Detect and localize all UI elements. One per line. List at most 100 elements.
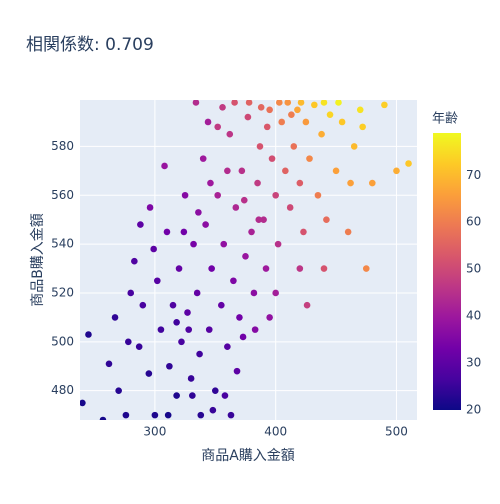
point [220,240,228,248]
point [207,179,214,187]
point [214,191,221,199]
point [256,143,264,150]
point [205,326,213,333]
point [99,416,107,420]
point [260,216,267,223]
point [278,118,286,126]
point [195,209,202,216]
point [266,314,273,321]
y-tick-label: 560 [51,188,74,202]
x-tick-label: 300 [143,425,166,439]
point [239,333,247,341]
point [254,179,261,187]
point [178,338,185,346]
point [320,100,328,106]
plot-area [80,100,417,420]
point [224,167,231,175]
point [231,100,238,106]
point [202,221,209,228]
point [115,387,122,394]
point [196,350,203,358]
point [284,100,292,106]
point [125,338,132,346]
point [347,179,354,187]
point [184,309,191,316]
point [214,123,221,131]
point [146,204,154,211]
point [300,228,307,236]
point [169,301,177,309]
point [199,155,207,162]
y-tick-label: 520 [51,285,74,299]
point [268,155,276,162]
point [257,104,265,111]
point [288,111,295,118]
point [296,265,304,272]
point [230,277,237,285]
point [187,375,195,382]
point [245,100,253,106]
point [405,160,412,167]
point [276,100,283,106]
point [233,367,241,375]
point [218,301,225,309]
y-tick-label: 540 [51,237,74,251]
point [272,191,279,199]
point [338,118,346,126]
point [219,104,226,111]
point [326,111,334,118]
colorbar [433,133,461,410]
point [161,162,168,170]
point [189,392,196,399]
point [131,257,138,265]
point [266,106,273,114]
point [105,360,113,368]
y-tick-label: 500 [51,334,74,348]
x-tick-label: 400 [264,425,287,439]
point [359,123,366,131]
point [290,143,298,150]
point [204,118,212,126]
point [255,216,263,223]
point [193,289,201,297]
point [314,191,322,199]
point [181,191,189,199]
point [185,326,193,333]
point [197,411,205,419]
colorbar-tick-label: 30 [466,356,481,370]
point [175,265,183,272]
point [190,240,197,248]
point [296,179,304,187]
point [80,399,86,407]
point [224,343,231,351]
point [262,265,270,272]
point [154,277,161,285]
point [393,167,400,175]
point [157,326,165,333]
point [232,204,240,211]
point [381,101,388,109]
y-axis-title: 商品B購入金額 [30,213,46,307]
point [173,392,180,399]
chart-title: 相関係数: 0.709 [26,35,154,55]
point [356,106,364,114]
y-tick-label: 480 [51,383,74,397]
colorbar-tick-label: 50 [466,262,481,276]
point [251,326,259,333]
colorbar-tick-label: 70 [466,168,481,182]
point [282,167,289,175]
point [111,314,119,321]
point [236,314,243,321]
point [192,100,200,106]
point [332,167,340,175]
point [145,370,153,377]
point [127,289,135,297]
point [209,406,217,414]
point [274,240,282,248]
x-axis-title: 商品A購入金額 [201,448,295,464]
point [320,265,328,272]
point [150,245,157,253]
point [242,253,249,260]
